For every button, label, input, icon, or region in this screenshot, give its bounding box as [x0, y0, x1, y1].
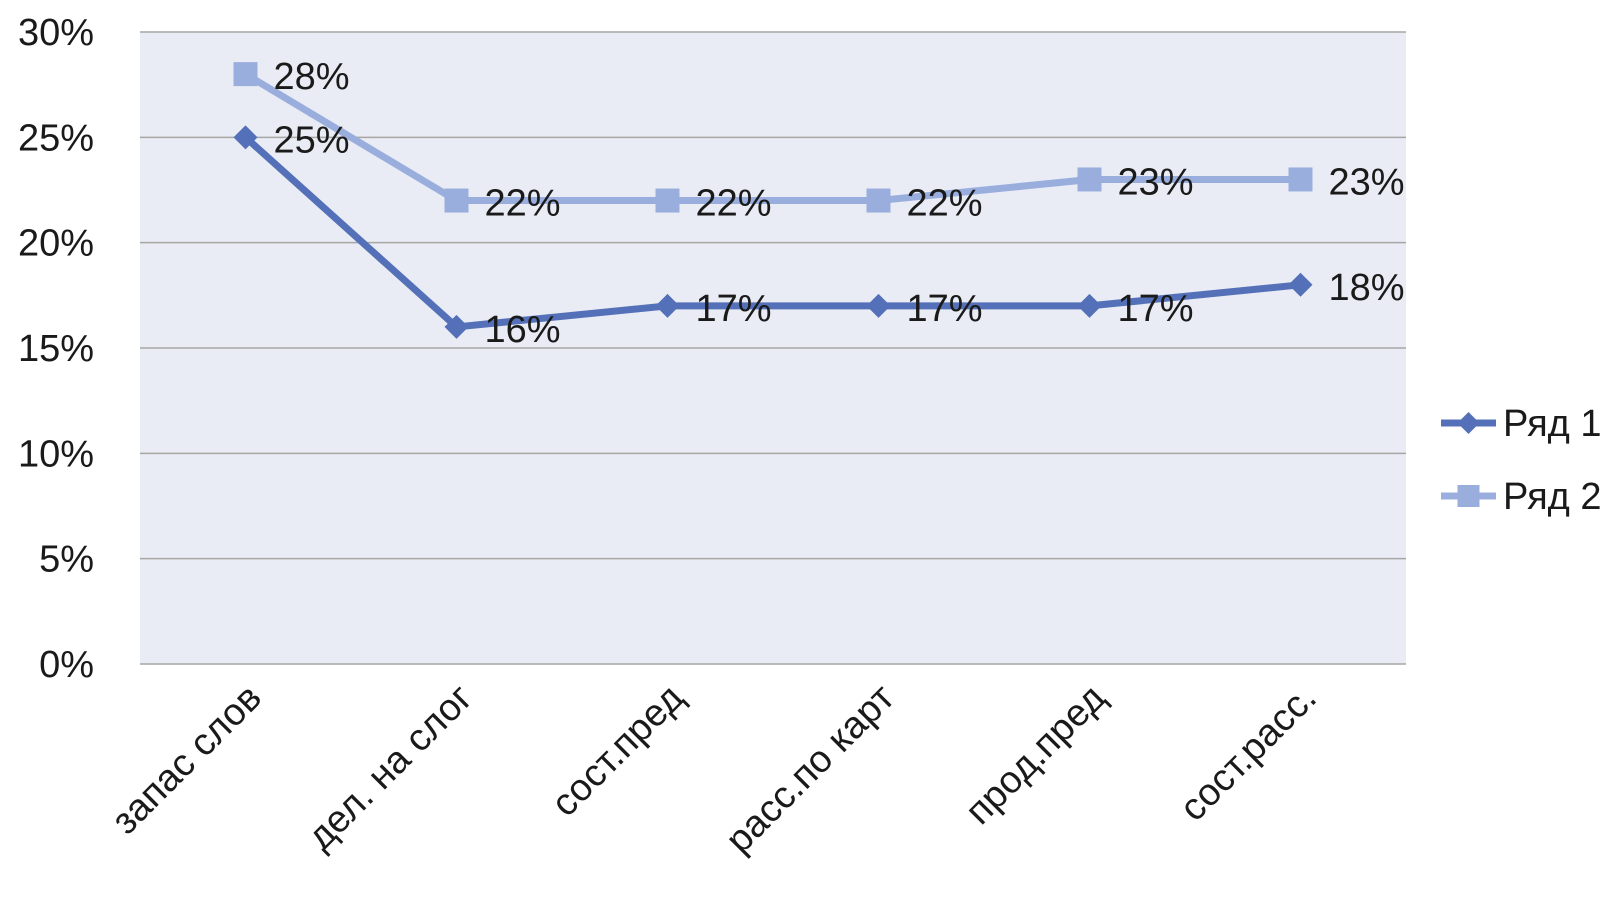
- x-category-label: сост.расс.: [1172, 677, 1325, 830]
- x-category-label: сост.пред: [544, 677, 692, 825]
- legend: Ряд 1 Ряд 2: [1441, 403, 1602, 518]
- series-lines: [233, 62, 1313, 339]
- y-axis-tick-labels: 0% 5% 10% 15% 20% 25% 30%: [18, 12, 94, 686]
- data-point-marker: [866, 188, 891, 213]
- data-point-marker: [233, 125, 258, 150]
- y-tick-label: 15%: [18, 328, 94, 370]
- x-category-label: дел. на слог: [299, 677, 480, 858]
- data-label: 17%: [907, 288, 983, 330]
- data-label: 25%: [274, 119, 350, 161]
- legend-label: Ряд 2: [1503, 476, 1602, 518]
- data-label: 17%: [1118, 288, 1194, 330]
- data-point-marker: [233, 62, 258, 87]
- data-point-marker: [1077, 167, 1102, 192]
- x-category-label: прод.пред: [958, 677, 1114, 833]
- y-tick-label: 20%: [18, 223, 94, 265]
- data-point-marker: [444, 188, 469, 213]
- data-label: 16%: [485, 309, 561, 351]
- x-category-label: расс.по карт: [718, 677, 903, 862]
- x-axis-category-labels: запас слов дел. на слог сост.пред расс.по к…: [104, 677, 1325, 862]
- data-label: 23%: [1118, 161, 1194, 203]
- series-line: [243, 134, 1301, 331]
- data-point-marker: [655, 293, 680, 318]
- y-tick-label: 30%: [18, 12, 94, 54]
- gridlines: [140, 31, 1406, 665]
- data-point-marker: [444, 314, 469, 339]
- data-point-marker: [1288, 167, 1313, 192]
- data-label: 18%: [1329, 267, 1405, 309]
- legend-swatch-marker: [1457, 412, 1480, 434]
- data-point-marker: [1077, 293, 1102, 318]
- legend-label: Ряд 1: [1503, 403, 1602, 445]
- data-point-marker: [866, 293, 891, 318]
- data-point-marker: [1288, 272, 1313, 297]
- data-label: 22%: [907, 183, 983, 225]
- y-tick-label: 0%: [39, 644, 94, 686]
- y-tick-label: 10%: [18, 433, 94, 475]
- y-tick-label: 25%: [18, 117, 94, 159]
- y-tick-label: 5%: [39, 539, 94, 581]
- x-category-label: запас слов: [104, 677, 270, 843]
- data-label: 23%: [1329, 161, 1405, 203]
- series-line: [243, 71, 1301, 205]
- data-point-marker: [655, 188, 680, 213]
- data-labels: 25% 16% 17% 17% 17% 18% 28% 22% 22% 22% 23% 23%: [274, 56, 1405, 351]
- data-label: 22%: [696, 183, 772, 225]
- data-label: 28%: [274, 56, 350, 98]
- data-label: 22%: [485, 183, 561, 225]
- legend-swatch-marker: [1457, 485, 1480, 507]
- data-label: 17%: [696, 288, 772, 330]
